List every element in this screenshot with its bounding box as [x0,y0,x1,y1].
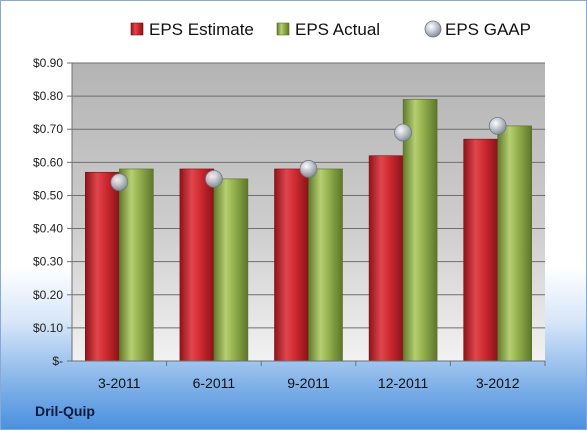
legend-label: EPS GAAP [445,20,531,39]
gaap-markers [110,117,507,192]
legend-label: EPS Actual [295,20,380,39]
legend-actual-swatch [276,22,290,36]
gaap-marker [204,169,223,188]
estimate-bar [463,138,499,362]
y-tick-label: $0.10 [33,321,63,335]
x-tick-label: 9-2011 [287,375,330,391]
y-tick-label: $0.30 [33,255,63,269]
x-tick-label: 3-2011 [98,375,141,391]
actual-bar [213,178,249,362]
gaap-marker [488,117,507,135]
actual-bar [119,168,154,362]
x-tick-label: 3-2012 [476,375,520,391]
legend-estimate-swatch [130,22,144,36]
x-tick-label: 6-2011 [193,375,236,391]
gaap-marker [299,160,318,178]
x-tick-label: 12-2011 [378,375,429,391]
company-name: Dril-Quip [35,403,95,419]
legend-label: EPS Estimate [149,20,254,39]
y-tick-label: $0.40 [33,222,63,236]
gaap-marker [110,173,129,192]
y-tick-label: $0.80 [33,89,63,103]
y-tick-label: $0.70 [33,122,63,136]
bar-series [85,99,533,362]
y-tick-label: $0.50 [33,188,63,202]
actual-bar [402,99,438,362]
estimate-bar [85,171,120,362]
y-tick-label: $0.90 [33,56,63,70]
estimate-bar [179,168,215,362]
y-tick-label: $0.60 [33,155,63,169]
actual-bar [497,125,533,362]
y-tick-label: $- [52,354,63,368]
y-axis: $- $0.10 $0.20 $0.30 $0.40 $0.50 $0.60 $0.70 $0.… [33,56,73,368]
x-axis: 3-2011 6-2011 9-2011 12-2011 3-2012 [72,360,546,391]
actual-bar [308,168,343,362]
estimate-bar [368,155,404,362]
estimate-bar [274,168,309,362]
legend: EPS Estimate EPS Actual EPS GAAP [130,20,531,39]
y-tick-label: $0.20 [33,288,63,302]
legend-gaap-swatch [424,20,442,38]
gaap-marker [394,123,413,142]
